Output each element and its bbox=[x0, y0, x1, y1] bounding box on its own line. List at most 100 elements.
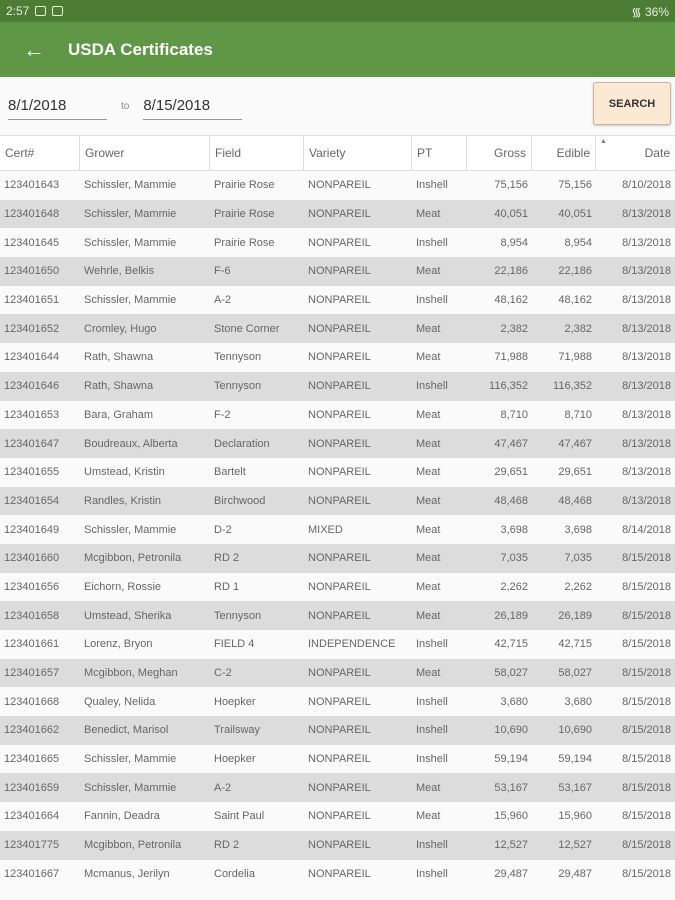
table-row[interactable]: 123401665 Schissler, Mammie Hoepker NONPARE… bbox=[0, 744, 675, 774]
cell-field: Prairie Rose bbox=[214, 236, 275, 249]
table-row[interactable]: 123401657 Mcgibbon, Meghan C-2 NONPAREIL Mea… bbox=[0, 658, 675, 688]
table-row[interactable]: 123401646 Rath, Shawna Tennyson NONPAREIL In… bbox=[0, 371, 675, 401]
cell-field: A-2 bbox=[214, 294, 232, 307]
cell-edible: 47,467 bbox=[558, 437, 592, 450]
table-row[interactable]: 123401652 Cromley, Hugo Stone Corner NONPAR… bbox=[0, 314, 675, 344]
cell-gross: 42,715 bbox=[494, 638, 528, 651]
column-header-gross[interactable]: Gross bbox=[467, 136, 532, 170]
cell-edible: 75,156 bbox=[558, 179, 592, 192]
cell-field: Tennyson bbox=[214, 351, 262, 364]
cell-pt: Inshell bbox=[416, 695, 448, 708]
table-row[interactable]: 123401658 Umstead, Sherika Tennyson NONPARE… bbox=[0, 601, 675, 630]
column-header-grower[interactable]: Grower bbox=[80, 136, 210, 170]
to-date-field[interactable]: 8/15/2018 bbox=[143, 93, 243, 120]
cell-gross: 59,194 bbox=[494, 753, 528, 766]
cell-gross: 10,690 bbox=[494, 724, 528, 737]
cell-cert: 123401659 bbox=[4, 781, 60, 794]
table-row[interactable]: 123401645 Schissler, Mammie Prairie Rose NO… bbox=[0, 228, 675, 258]
column-header-cert[interactable]: Cert# bbox=[0, 136, 80, 170]
column-header-label: PT bbox=[417, 146, 433, 160]
cell-pt: Meat bbox=[416, 208, 441, 221]
cell-cert: 123401652 bbox=[4, 322, 60, 335]
cell-grower: Umstead, Sherika bbox=[84, 609, 172, 622]
cell-grower: Rath, Shawna bbox=[84, 380, 154, 393]
cell-gross: 7,035 bbox=[500, 552, 528, 565]
cell-cert: 123401645 bbox=[4, 236, 60, 249]
table-row[interactable]: 123401660 Mcgibbon, Petronila RD 2 NONPAREI… bbox=[0, 543, 675, 573]
cell-date: 8/13/2018 bbox=[622, 351, 671, 364]
cell-variety: NONPAREIL bbox=[308, 695, 371, 708]
cell-cert: 123401657 bbox=[4, 667, 60, 680]
table-body: 123401643 Schissler, Mammie Prairie Rose NO… bbox=[0, 171, 675, 889]
cell-pt: Inshell bbox=[416, 724, 448, 737]
from-date-field[interactable]: 8/1/2018 bbox=[8, 93, 107, 120]
cell-grower: Schissler, Mammie bbox=[84, 781, 177, 794]
column-header-variety[interactable]: Variety bbox=[304, 136, 412, 170]
cell-field: Bartelt bbox=[214, 466, 246, 479]
cell-variety: NONPAREIL bbox=[308, 781, 371, 794]
cell-pt: Meat bbox=[416, 408, 441, 421]
cell-cert: 123401662 bbox=[4, 724, 60, 737]
cell-field: Tennyson bbox=[214, 380, 262, 393]
search-button[interactable]: SEARCH bbox=[593, 82, 671, 125]
cell-date: 8/15/2018 bbox=[622, 638, 671, 651]
cell-grower: Schissler, Mammie bbox=[84, 753, 177, 766]
table-row[interactable]: 123401667 Mcmanus, Jerilyn Cordelia NONPARE… bbox=[0, 859, 675, 889]
table-row[interactable]: 123401662 Benedict, Marisol Trailsway NONPA… bbox=[0, 716, 675, 745]
cell-gross: 116,352 bbox=[489, 380, 528, 393]
back-arrow-icon[interactable]: ← bbox=[23, 36, 45, 62]
cell-edible: 3,680 bbox=[564, 695, 592, 708]
cell-cert: 123401643 bbox=[4, 179, 60, 192]
table-row[interactable]: 123401644 Rath, Shawna Tennyson NONPAREIL Me… bbox=[0, 343, 675, 372]
column-header-edible[interactable]: Edible bbox=[532, 136, 596, 170]
table-row[interactable]: 123401648 Schissler, Mammie Prairie Rose NO… bbox=[0, 199, 675, 229]
cell-edible: 3,698 bbox=[564, 523, 592, 536]
cell-field: Hoepker bbox=[214, 695, 256, 708]
table-row[interactable]: 123401653 Bara, Graham F-2 NONPAREIL Meat 8,7… bbox=[0, 400, 675, 430]
cell-pt: Meat bbox=[416, 667, 441, 680]
column-header-pt[interactable]: PT bbox=[412, 136, 467, 170]
column-header-date[interactable]: Date ▲ bbox=[596, 136, 675, 170]
table-row[interactable]: 123401656 Eichorn, Rossie RD 1 NONPAREIL Mea… bbox=[0, 572, 675, 602]
cell-gross: 3,680 bbox=[500, 695, 528, 708]
column-header-field[interactable]: Field bbox=[210, 136, 304, 170]
column-header-label: Variety bbox=[309, 146, 346, 160]
cell-field: Trailsway bbox=[214, 724, 261, 737]
table-row[interactable]: 123401664 Fannin, Deadra Saint Paul NONPARE… bbox=[0, 802, 675, 831]
table-row[interactable]: 123401643 Schissler, Mammie Prairie Rose NO… bbox=[0, 171, 675, 200]
cell-cert: 123401667 bbox=[4, 867, 60, 880]
cell-variety: NONPAREIL bbox=[308, 322, 371, 335]
table-row[interactable]: 123401668 Qualey, Nelida Hoepker NONPAREIL I… bbox=[0, 687, 675, 717]
app-bar: ← USDA Certificates bbox=[0, 22, 675, 77]
table-row[interactable]: 123401655 Umstead, Kristin Bartelt NONPAREI… bbox=[0, 457, 675, 487]
cell-date: 8/15/2018 bbox=[622, 667, 671, 680]
table-row[interactable]: 123401661 Lorenz, Bryon FIELD 4 INDEPENDENC… bbox=[0, 630, 675, 659]
cell-grower: Schissler, Mammie bbox=[84, 208, 177, 221]
table-row[interactable]: 123401647 Boudreaux, Alberta Declaration NO… bbox=[0, 429, 675, 458]
cell-grower: Rath, Shawna bbox=[84, 351, 154, 364]
table-row[interactable]: 123401649 Schissler, Mammie D-2 MIXED Meat 3,… bbox=[0, 515, 675, 544]
cell-date: 8/13/2018 bbox=[622, 208, 671, 221]
cell-date: 8/15/2018 bbox=[622, 839, 671, 852]
cell-cert: 123401668 bbox=[4, 695, 60, 708]
table-row[interactable]: 123401659 Schissler, Mammie A-2 NONPAREIL Me… bbox=[0, 773, 675, 803]
table-row[interactable]: 123401650 Wehrle, Belkis F-6 NONPAREIL Meat 2… bbox=[0, 257, 675, 286]
cell-variety: NONPAREIL bbox=[308, 466, 371, 479]
cell-field: Hoepker bbox=[214, 753, 256, 766]
cell-pt: Inshell bbox=[416, 294, 448, 307]
cell-edible: 12,527 bbox=[558, 839, 592, 852]
cell-pt: Meat bbox=[416, 351, 441, 364]
table-row[interactable]: 123401651 Schissler, Mammie A-2 NONPAREIL In… bbox=[0, 285, 675, 315]
cell-variety: NONPAREIL bbox=[308, 179, 371, 192]
table-row[interactable]: 123401654 Randles, Kristin Birchwood NONPAR… bbox=[0, 486, 675, 516]
cell-gross: 2,382 bbox=[500, 322, 528, 335]
cell-date: 8/14/2018 bbox=[622, 523, 671, 536]
table-row[interactable]: 123401775 Mcgibbon, Petronila RD 2 NONPAREI… bbox=[0, 830, 675, 860]
column-header-label: Gross bbox=[493, 146, 526, 160]
cell-date: 8/15/2018 bbox=[622, 580, 671, 593]
cell-edible: 8,710 bbox=[564, 408, 592, 421]
cell-edible: 22,186 bbox=[558, 265, 592, 278]
cell-gross: 8,710 bbox=[500, 408, 528, 421]
cell-cert: 123401647 bbox=[4, 437, 60, 450]
page-title: USDA Certificates bbox=[68, 39, 213, 59]
